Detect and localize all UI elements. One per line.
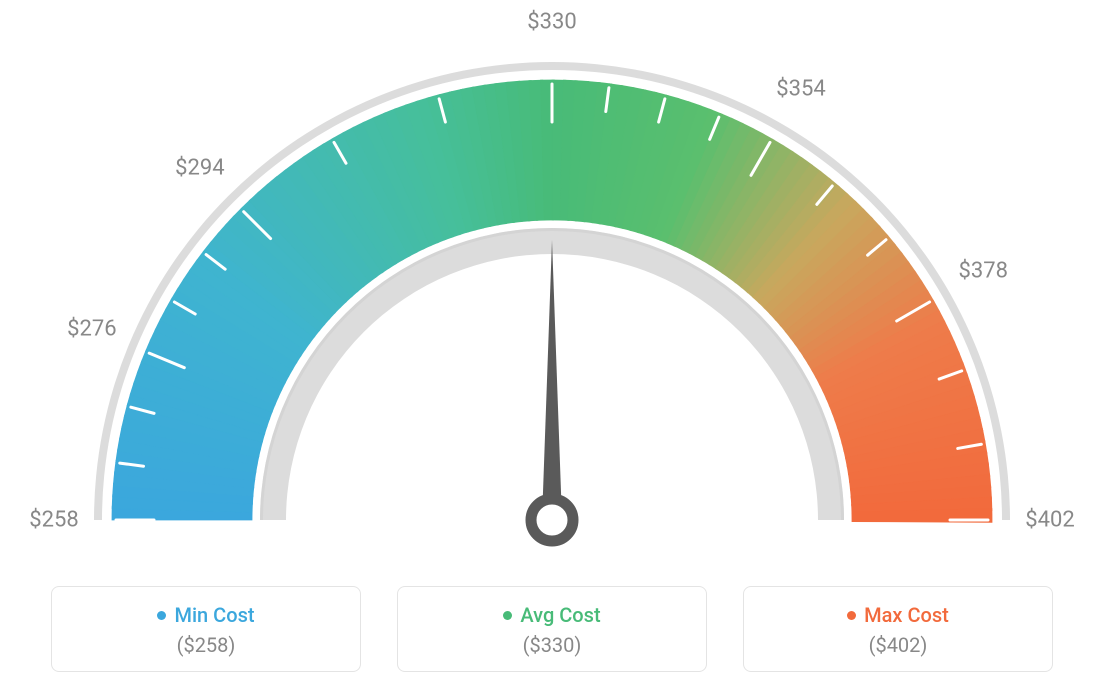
gauge-tick-label: $378 xyxy=(959,259,1008,284)
legend-dot-min xyxy=(157,611,166,620)
legend-dot-avg xyxy=(503,611,512,620)
legend-label-min: Min Cost xyxy=(174,603,254,627)
gauge-tick-label: $354 xyxy=(776,76,825,101)
legend-value-min: ($258) xyxy=(52,633,360,657)
cost-gauge-chart xyxy=(0,0,1104,560)
legend-label-avg: Avg Cost xyxy=(520,603,600,627)
gauge-container: $258 $276 $294 $330 $354 $378 $402 xyxy=(0,0,1104,560)
gauge-tick-label: $294 xyxy=(175,155,224,180)
gauge-tick-label: $330 xyxy=(527,10,576,35)
gauge-tick-label: $402 xyxy=(1025,508,1074,533)
legend-title-min: Min Cost xyxy=(157,603,254,627)
legend-value-max: ($402) xyxy=(744,633,1052,657)
legend-box-max: Max Cost ($402) xyxy=(743,586,1053,672)
legend-row: Min Cost ($258) Avg Cost ($330) Max Cost… xyxy=(0,586,1104,672)
legend-label-max: Max Cost xyxy=(864,603,949,627)
legend-value-avg: ($330) xyxy=(398,633,706,657)
gauge-tick-label: $258 xyxy=(29,508,78,533)
legend-box-avg: Avg Cost ($330) xyxy=(397,586,707,672)
legend-dot-max xyxy=(847,611,856,620)
legend-title-max: Max Cost xyxy=(847,603,949,627)
legend-box-min: Min Cost ($258) xyxy=(51,586,361,672)
legend-title-avg: Avg Cost xyxy=(503,603,600,627)
gauge-tick-label: $276 xyxy=(67,317,116,342)
